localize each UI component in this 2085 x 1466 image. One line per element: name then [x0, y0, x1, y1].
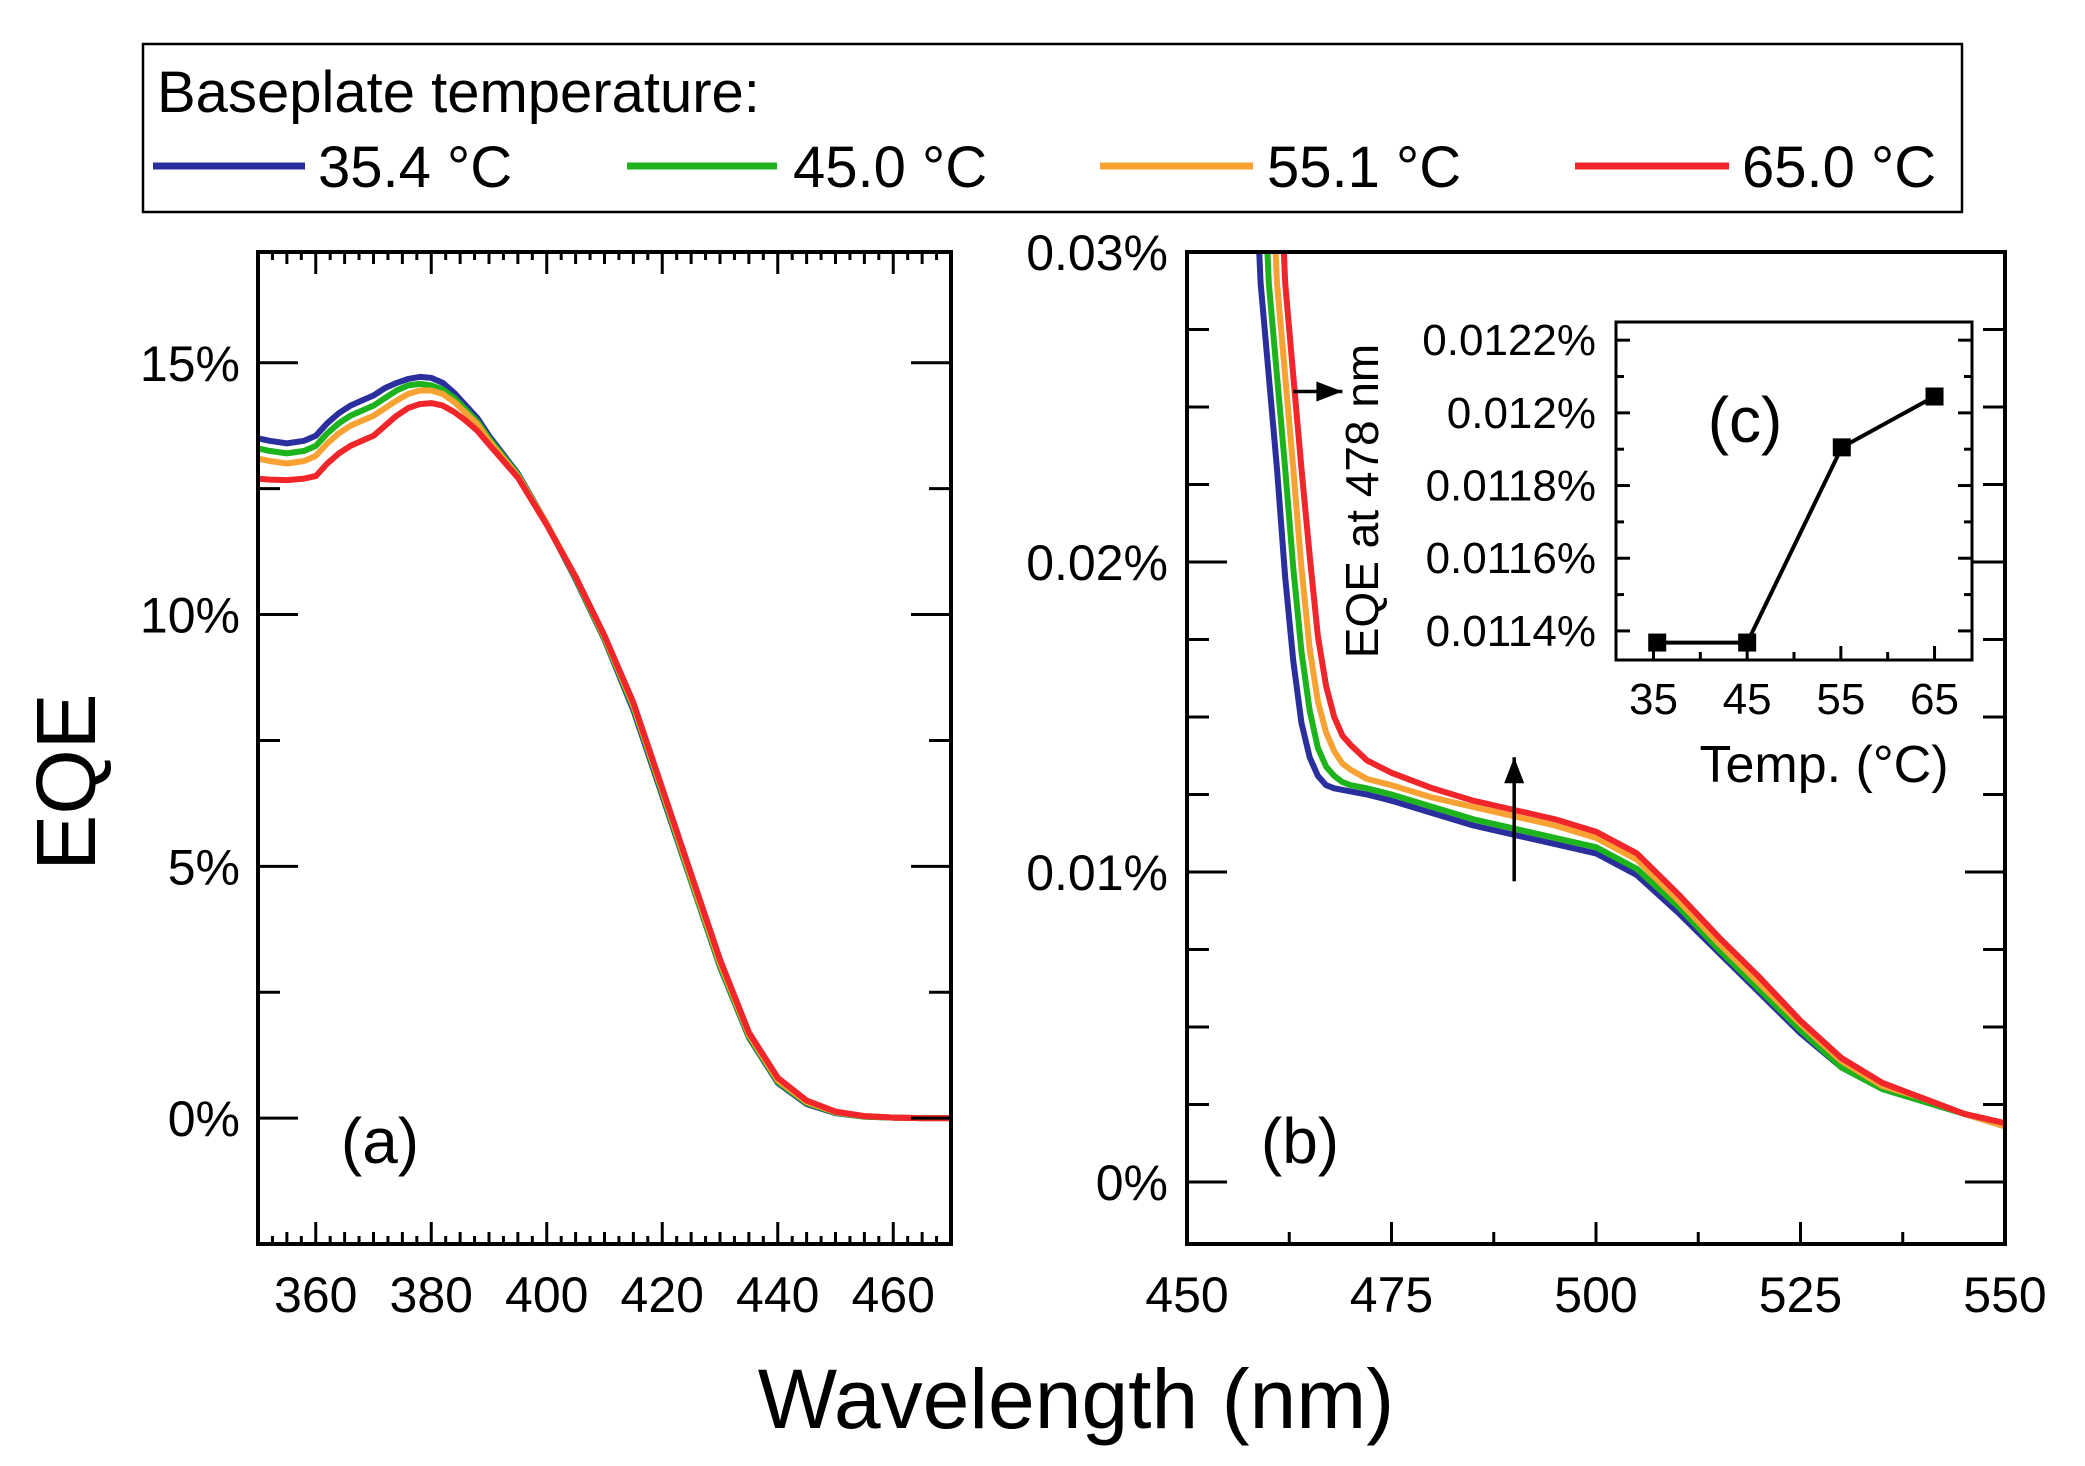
inset-background — [1616, 322, 1972, 660]
series-line-2 — [1264, 252, 2005, 1130]
annotation-arrow-head-2 — [1504, 757, 1525, 784]
inset-x-axis-title: Temp. (°C) — [1699, 736, 1948, 794]
y-tick-label: 0.01% — [1026, 845, 1168, 901]
x-tick-label: 440 — [736, 1267, 819, 1323]
legend-label-35: 35.4 °C — [318, 135, 512, 200]
series-line-1 — [258, 373, 951, 1122]
x-tick-label: 45 — [1723, 675, 1772, 724]
y-tick-label: 0.03% — [1026, 225, 1168, 281]
annotation-arrow-head-1 — [1316, 381, 1343, 402]
series-line-4 — [258, 400, 951, 1122]
series-line-4 — [1280, 252, 2005, 1127]
data-point-marker — [1738, 633, 1757, 652]
x-tick-label: 420 — [621, 1267, 704, 1323]
x-tick-label: 35 — [1629, 675, 1678, 724]
series-line-3 — [258, 387, 951, 1122]
y-tick-label: 0.0116% — [1426, 534, 1596, 583]
legend-label-65: 65.0 °C — [1742, 135, 1936, 200]
x-axis-title: Wavelength (nm) — [758, 1352, 1394, 1446]
panel-label: (b) — [1261, 1105, 1339, 1177]
x-tick-label: 525 — [1759, 1267, 1842, 1323]
x-tick-label: 450 — [1145, 1267, 1228, 1323]
y-tick-label: 0% — [168, 1091, 240, 1147]
x-tick-label: 55 — [1816, 675, 1865, 724]
y-tick-label: 0% — [1096, 1155, 1168, 1211]
x-tick-label: 500 — [1554, 1267, 1637, 1323]
y-axis-title: EQE — [19, 693, 113, 870]
y-tick-label: 10% — [140, 588, 240, 644]
x-tick-label: 475 — [1350, 1267, 1433, 1323]
y-tick-label: 5% — [168, 839, 240, 895]
y-tick-label: 0.0114% — [1426, 607, 1596, 656]
x-tick-label: 380 — [390, 1267, 473, 1323]
panel-label: (c) — [1708, 384, 1783, 456]
y-tick-label: 15% — [140, 336, 240, 392]
legend-title: Baseplate temperature: — [157, 60, 760, 125]
x-tick-label: 65 — [1910, 675, 1959, 724]
y-tick-label: 0.02% — [1026, 535, 1168, 591]
inset-y-axis-title: EQE at 478 nm — [1336, 344, 1388, 659]
series-line-2 — [258, 380, 951, 1122]
data-point-marker — [1832, 438, 1851, 457]
legend-label-55: 55.1 °C — [1267, 135, 1461, 200]
x-tick-label: 400 — [505, 1267, 588, 1323]
panel-b: 450 475 500 525 550 0% 0.01% 0.02% 0.03% (b) — [1026, 225, 2047, 1323]
legend-box — [141, 42, 1964, 214]
legend: Baseplate temperature: 35.4 °C 45.0 °C 5… — [141, 42, 1964, 214]
x-tick-label: 460 — [852, 1267, 935, 1323]
panel-label: (a) — [341, 1105, 419, 1177]
x-tick-label: 550 — [1963, 1267, 2046, 1323]
y-tick-label: 0.0122% — [1422, 316, 1596, 365]
panel-c-inset: 35 45 55 65 0.0114% 0.0116% 0.0118% 0.012% 0.012… — [1336, 316, 1974, 794]
y-tick-label: 0.012% — [1447, 389, 1596, 438]
x-tick-label: 360 — [274, 1267, 357, 1323]
legend-label-45: 45.0 °C — [793, 135, 987, 200]
y-tick-label: 0.0118% — [1426, 462, 1596, 511]
panel-a: 360 380 400 420 440 460 0% 5% 10% 15% (a) — [140, 250, 953, 1323]
data-point-marker — [1925, 387, 1944, 406]
data-point-marker — [1648, 633, 1667, 652]
series-line-1 — [1657, 394, 1936, 645]
